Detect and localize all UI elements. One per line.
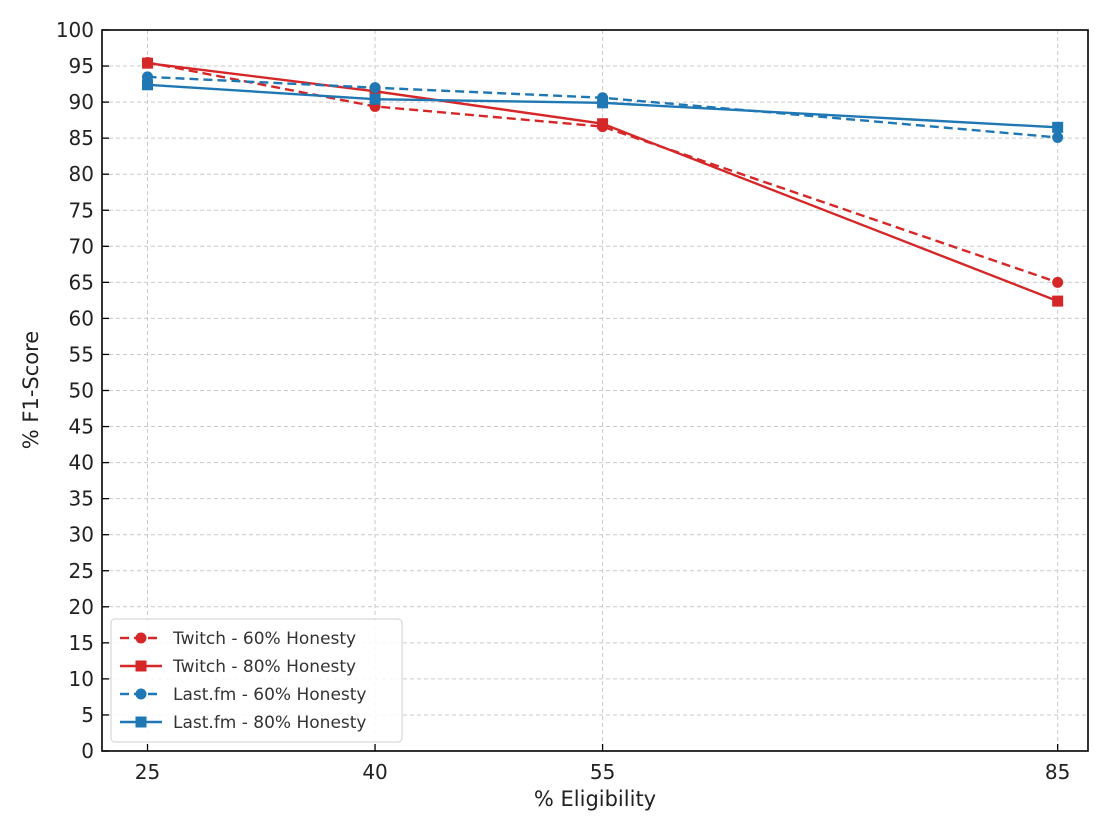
y-tick-label: 80	[69, 162, 94, 186]
y-tick-label: 55	[69, 342, 94, 366]
y-tick-label: 60	[69, 306, 94, 330]
legend-marker	[135, 632, 147, 644]
legend-label: Last.fm - 60% Honesty	[173, 685, 367, 705]
y-tick-label: 0	[81, 739, 94, 763]
data-point	[597, 118, 609, 130]
series-line	[147, 61, 1059, 303]
y-tick-label: 10	[69, 667, 94, 691]
x-tick-label: 25	[135, 760, 160, 784]
y-tick-label: 25	[69, 559, 94, 583]
y-tick-label: 35	[69, 487, 94, 511]
x-axis-label: % Eligibility	[534, 787, 656, 811]
x-tick-label: 55	[590, 760, 615, 784]
legend-entry: Twitch - 60% Honesty	[120, 629, 356, 649]
data-point	[1052, 121, 1064, 133]
legend-label: Last.fm - 80% Honesty	[173, 713, 367, 733]
legend-label: Twitch - 60% Honesty	[172, 629, 356, 649]
y-tick-label: 95	[69, 54, 94, 78]
data-point	[1052, 276, 1064, 288]
legend-entry: Twitch - 80% Honesty	[120, 657, 356, 677]
series-line	[147, 75, 1058, 139]
series-line	[147, 83, 1058, 129]
data-point	[369, 82, 381, 94]
y-tick-label: 50	[69, 379, 94, 403]
series-3	[142, 79, 1064, 133]
y-tick-label: 70	[69, 234, 94, 258]
series-layer	[142, 56, 1064, 307]
y-tick-label: 65	[69, 270, 94, 294]
x-tick-label: 85	[1045, 760, 1070, 784]
y-tick-label: 40	[69, 451, 94, 475]
y-tick-label: 45	[69, 415, 94, 439]
data-point	[1052, 131, 1064, 143]
data-point	[597, 97, 609, 109]
data-point	[369, 93, 381, 105]
data-point	[142, 79, 154, 91]
y-tick-label: 20	[69, 595, 94, 619]
y-tick-label: 100	[56, 18, 94, 42]
data-point	[142, 57, 154, 69]
grid	[102, 29, 1088, 752]
y-tick-label: 75	[69, 198, 94, 222]
legend-marker	[135, 716, 147, 728]
y-axis-label: % F1-Score	[19, 331, 43, 449]
y-tick-label: 90	[69, 90, 94, 114]
data-point	[1052, 295, 1064, 307]
axis-ticks: 0 5 10 15 20 25 30 35 40 45 50 55 60 65 70 75 80 85 90 95 10…	[56, 18, 1071, 784]
x-tick-label: 40	[362, 760, 387, 784]
legend-box	[110, 618, 403, 743]
legend-entry: Last.fm - 80% Honesty	[120, 713, 367, 733]
y-tick-label: 30	[69, 523, 94, 547]
legend: Twitch - 60% Honesty Twitch - 80% Honesty…	[110, 618, 403, 743]
legend-marker	[135, 660, 147, 672]
y-tick-label: 85	[69, 126, 94, 150]
legend-marker	[135, 688, 147, 700]
legend-label: Twitch - 80% Honesty	[172, 657, 356, 677]
legend-entry: Last.fm - 60% Honesty	[120, 685, 367, 705]
y-tick-label: 5	[81, 703, 94, 727]
series-line	[147, 61, 1059, 284]
y-tick-label: 15	[69, 631, 94, 655]
